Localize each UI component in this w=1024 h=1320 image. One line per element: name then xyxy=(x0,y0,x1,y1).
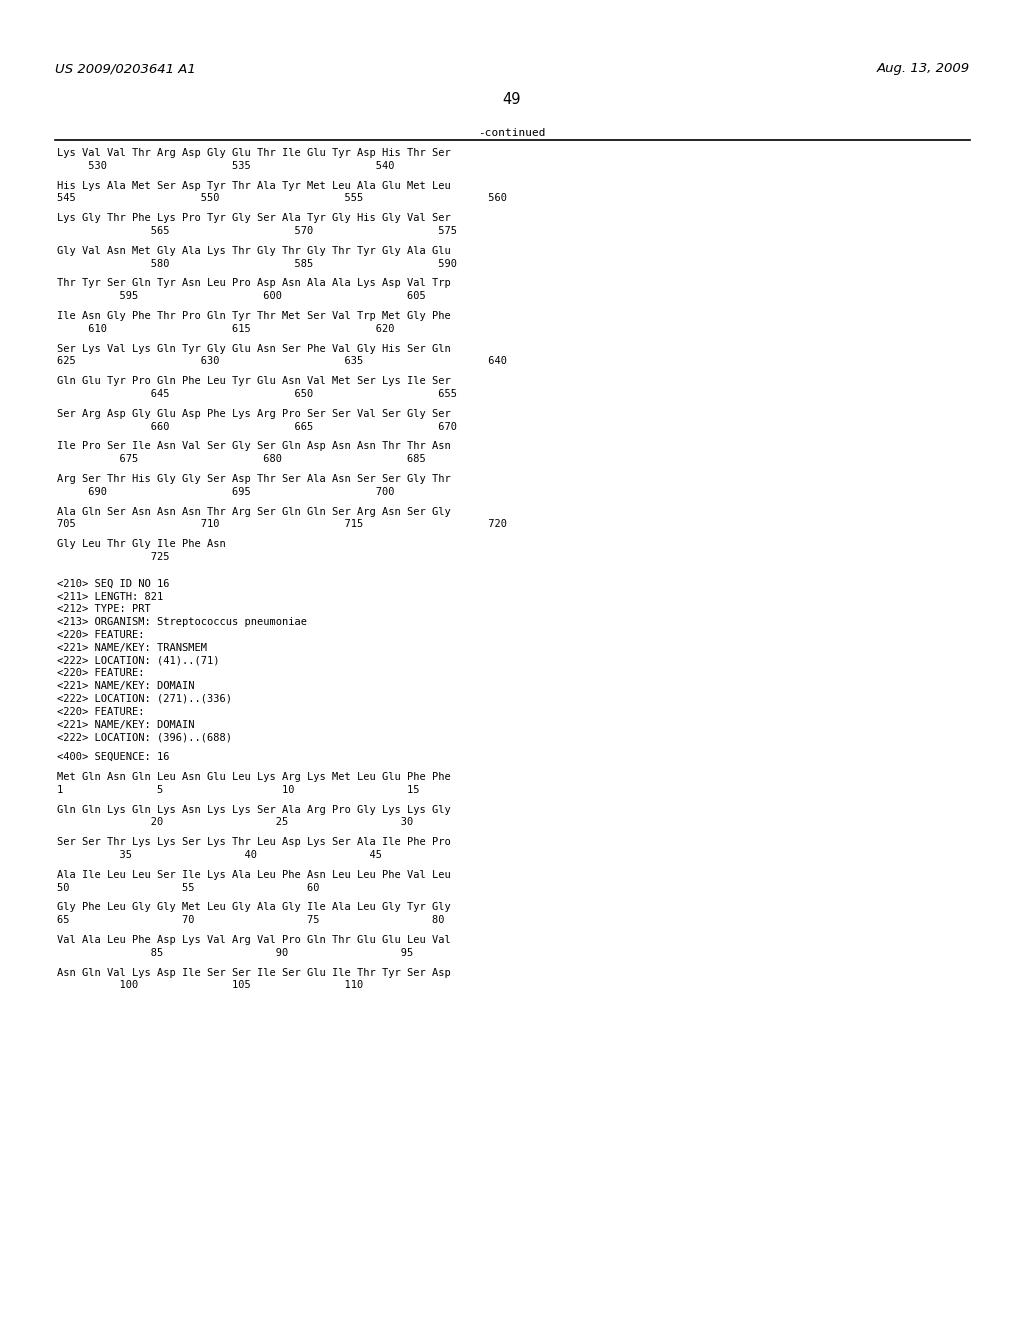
Text: Gln Gln Lys Gln Lys Asn Lys Lys Ser Ala Arg Pro Gly Lys Lys Gly: Gln Gln Lys Gln Lys Asn Lys Lys Ser Ala … xyxy=(57,805,451,814)
Text: Aug. 13, 2009: Aug. 13, 2009 xyxy=(877,62,970,75)
Text: Thr Tyr Ser Gln Tyr Asn Leu Pro Asp Asn Ala Ala Lys Asp Val Trp: Thr Tyr Ser Gln Tyr Asn Leu Pro Asp Asn … xyxy=(57,279,451,288)
Text: Ile Asn Gly Phe Thr Pro Gln Tyr Thr Met Ser Val Trp Met Gly Phe: Ile Asn Gly Phe Thr Pro Gln Tyr Thr Met … xyxy=(57,312,451,321)
Text: 49: 49 xyxy=(503,92,521,107)
Text: 100               105               110: 100 105 110 xyxy=(57,981,364,990)
Text: <213> ORGANISM: Streptococcus pneumoniae: <213> ORGANISM: Streptococcus pneumoniae xyxy=(57,618,307,627)
Text: 660                    665                    670: 660 665 670 xyxy=(57,421,457,432)
Text: 580                    585                    590: 580 585 590 xyxy=(57,259,457,268)
Text: 565                    570                    575: 565 570 575 xyxy=(57,226,457,236)
Text: Lys Gly Thr Phe Lys Pro Tyr Gly Ser Ala Tyr Gly His Gly Val Ser: Lys Gly Thr Phe Lys Pro Tyr Gly Ser Ala … xyxy=(57,214,451,223)
Text: 530                    535                    540: 530 535 540 xyxy=(57,161,394,170)
Text: 595                    600                    605: 595 600 605 xyxy=(57,292,426,301)
Text: 725: 725 xyxy=(57,552,170,562)
Text: Lys Val Val Thr Arg Asp Gly Glu Thr Ile Glu Tyr Asp His Thr Ser: Lys Val Val Thr Arg Asp Gly Glu Thr Ile … xyxy=(57,148,451,158)
Text: Val Ala Leu Phe Asp Lys Val Arg Val Pro Gln Thr Glu Glu Leu Val: Val Ala Leu Phe Asp Lys Val Arg Val Pro … xyxy=(57,935,451,945)
Text: 625                    630                    635                    640: 625 630 635 640 xyxy=(57,356,507,367)
Text: Asn Gln Val Lys Asp Ile Ser Ser Ile Ser Glu Ile Thr Tyr Ser Asp: Asn Gln Val Lys Asp Ile Ser Ser Ile Ser … xyxy=(57,968,451,978)
Text: His Lys Ala Met Ser Asp Tyr Thr Ala Tyr Met Leu Ala Glu Met Leu: His Lys Ala Met Ser Asp Tyr Thr Ala Tyr … xyxy=(57,181,451,190)
Text: Ile Pro Ser Ile Asn Val Ser Gly Ser Gln Asp Asn Asn Thr Thr Asn: Ile Pro Ser Ile Asn Val Ser Gly Ser Gln … xyxy=(57,441,451,451)
Text: Gly Leu Thr Gly Ile Phe Asn: Gly Leu Thr Gly Ile Phe Asn xyxy=(57,539,225,549)
Text: Ala Gln Ser Asn Asn Asn Thr Arg Ser Gln Gln Ser Arg Asn Ser Gly: Ala Gln Ser Asn Asn Asn Thr Arg Ser Gln … xyxy=(57,507,451,516)
Text: Ser Arg Asp Gly Glu Asp Phe Lys Arg Pro Ser Ser Val Ser Gly Ser: Ser Arg Asp Gly Glu Asp Phe Lys Arg Pro … xyxy=(57,409,451,418)
Text: <210> SEQ ID NO 16: <210> SEQ ID NO 16 xyxy=(57,578,170,589)
Text: Gly Val Asn Met Gly Ala Lys Thr Gly Thr Gly Thr Tyr Gly Ala Glu: Gly Val Asn Met Gly Ala Lys Thr Gly Thr … xyxy=(57,246,451,256)
Text: 610                    615                    620: 610 615 620 xyxy=(57,323,394,334)
Text: 35                  40                  45: 35 40 45 xyxy=(57,850,382,861)
Text: 705                    710                    715                    720: 705 710 715 720 xyxy=(57,519,507,529)
Text: 690                    695                    700: 690 695 700 xyxy=(57,487,394,496)
Text: Gln Glu Tyr Pro Gln Phe Leu Tyr Glu Asn Val Met Ser Lys Ile Ser: Gln Glu Tyr Pro Gln Phe Leu Tyr Glu Asn … xyxy=(57,376,451,387)
Text: Met Gln Asn Gln Leu Asn Glu Leu Lys Arg Lys Met Leu Glu Phe Phe: Met Gln Asn Gln Leu Asn Glu Leu Lys Arg … xyxy=(57,772,451,781)
Text: 85                  90                  95: 85 90 95 xyxy=(57,948,414,958)
Text: 545                    550                    555                    560: 545 550 555 560 xyxy=(57,194,507,203)
Text: Ser Lys Val Lys Gln Tyr Gly Glu Asn Ser Phe Val Gly His Ser Gln: Ser Lys Val Lys Gln Tyr Gly Glu Asn Ser … xyxy=(57,343,451,354)
Text: <222> LOCATION: (396)..(688): <222> LOCATION: (396)..(688) xyxy=(57,733,232,742)
Text: <212> TYPE: PRT: <212> TYPE: PRT xyxy=(57,605,151,614)
Text: 65                  70                  75                  80: 65 70 75 80 xyxy=(57,915,444,925)
Text: US 2009/0203641 A1: US 2009/0203641 A1 xyxy=(55,62,196,75)
Text: <221> NAME/KEY: TRANSMEM: <221> NAME/KEY: TRANSMEM xyxy=(57,643,207,653)
Text: Arg Ser Thr His Gly Gly Ser Asp Thr Ser Ala Asn Ser Ser Gly Thr: Arg Ser Thr His Gly Gly Ser Asp Thr Ser … xyxy=(57,474,451,484)
Text: 645                    650                    655: 645 650 655 xyxy=(57,389,457,399)
Text: Gly Phe Leu Gly Gly Met Leu Gly Ala Gly Ile Ala Leu Gly Tyr Gly: Gly Phe Leu Gly Gly Met Leu Gly Ala Gly … xyxy=(57,903,451,912)
Text: <220> FEATURE:: <220> FEATURE: xyxy=(57,668,144,678)
Text: <222> LOCATION: (41)..(71): <222> LOCATION: (41)..(71) xyxy=(57,656,219,665)
Text: -continued: -continued xyxy=(478,128,546,139)
Text: <400> SEQUENCE: 16: <400> SEQUENCE: 16 xyxy=(57,752,170,762)
Text: 20                  25                  30: 20 25 30 xyxy=(57,817,414,828)
Text: 675                    680                    685: 675 680 685 xyxy=(57,454,426,465)
Text: 1               5                   10                  15: 1 5 10 15 xyxy=(57,785,420,795)
Text: 50                  55                  60: 50 55 60 xyxy=(57,883,319,892)
Text: <222> LOCATION: (271)..(336): <222> LOCATION: (271)..(336) xyxy=(57,694,232,704)
Text: <211> LENGTH: 821: <211> LENGTH: 821 xyxy=(57,591,163,602)
Text: <220> FEATURE:: <220> FEATURE: xyxy=(57,706,144,717)
Text: Ala Ile Leu Leu Ser Ile Lys Ala Leu Phe Asn Leu Leu Phe Val Leu: Ala Ile Leu Leu Ser Ile Lys Ala Leu Phe … xyxy=(57,870,451,880)
Text: <220> FEATURE:: <220> FEATURE: xyxy=(57,630,144,640)
Text: <221> NAME/KEY: DOMAIN: <221> NAME/KEY: DOMAIN xyxy=(57,719,195,730)
Text: <221> NAME/KEY: DOMAIN: <221> NAME/KEY: DOMAIN xyxy=(57,681,195,692)
Text: Ser Ser Thr Lys Lys Ser Lys Thr Leu Asp Lys Ser Ala Ile Phe Pro: Ser Ser Thr Lys Lys Ser Lys Thr Leu Asp … xyxy=(57,837,451,847)
